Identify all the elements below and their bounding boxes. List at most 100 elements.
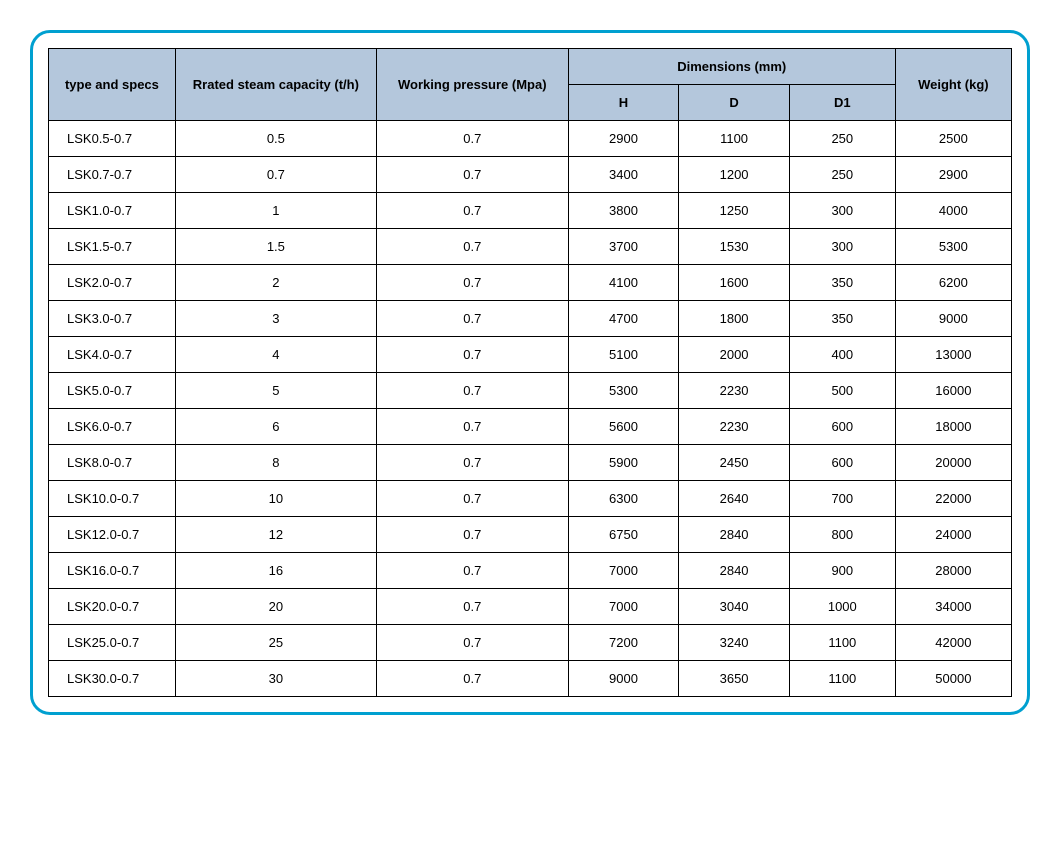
table-header: type and specs Rrated steam capacity (t/… xyxy=(49,49,1012,121)
cell-d1: 300 xyxy=(789,229,895,265)
cell-working_pressure: 0.7 xyxy=(376,517,568,553)
table-row: LSK0.7-0.70.70.7340012002502900 xyxy=(49,157,1012,193)
table-row: LSK2.0-0.720.7410016003506200 xyxy=(49,265,1012,301)
cell-working_pressure: 0.7 xyxy=(376,301,568,337)
cell-d1: 300 xyxy=(789,193,895,229)
table-body: LSK0.5-0.70.50.7290011002502500LSK0.7-0.… xyxy=(49,121,1012,697)
table-row: LSK5.0-0.750.75300223050016000 xyxy=(49,373,1012,409)
cell-weight: 5300 xyxy=(895,229,1011,265)
cell-steam_capacity: 0.5 xyxy=(175,121,376,157)
cell-steam_capacity: 10 xyxy=(175,481,376,517)
header-h: H xyxy=(568,85,679,121)
cell-weight: 18000 xyxy=(895,409,1011,445)
cell-working_pressure: 0.7 xyxy=(376,589,568,625)
cell-steam_capacity: 6 xyxy=(175,409,376,445)
cell-h: 4700 xyxy=(568,301,679,337)
cell-working_pressure: 0.7 xyxy=(376,265,568,301)
cell-d1: 600 xyxy=(789,409,895,445)
header-steam-capacity: Rrated steam capacity (t/h) xyxy=(175,49,376,121)
cell-h: 3700 xyxy=(568,229,679,265)
header-dimensions: Dimensions (mm) xyxy=(568,49,895,85)
table-row: LSK25.0-0.7250.772003240110042000 xyxy=(49,625,1012,661)
cell-d: 2840 xyxy=(679,517,790,553)
cell-steam_capacity: 1 xyxy=(175,193,376,229)
cell-weight: 2500 xyxy=(895,121,1011,157)
cell-steam_capacity: 5 xyxy=(175,373,376,409)
cell-h: 7000 xyxy=(568,553,679,589)
cell-d: 3650 xyxy=(679,661,790,697)
cell-weight: 24000 xyxy=(895,517,1011,553)
cell-d1: 900 xyxy=(789,553,895,589)
cell-working_pressure: 0.7 xyxy=(376,121,568,157)
cell-working_pressure: 0.7 xyxy=(376,193,568,229)
cell-working_pressure: 0.7 xyxy=(376,409,568,445)
cell-weight: 6200 xyxy=(895,265,1011,301)
cell-steam_capacity: 12 xyxy=(175,517,376,553)
cell-d: 1200 xyxy=(679,157,790,193)
cell-d1: 1100 xyxy=(789,625,895,661)
cell-d1: 500 xyxy=(789,373,895,409)
cell-h: 5300 xyxy=(568,373,679,409)
cell-working_pressure: 0.7 xyxy=(376,157,568,193)
cell-type_specs: LSK3.0-0.7 xyxy=(49,301,176,337)
cell-steam_capacity: 30 xyxy=(175,661,376,697)
cell-d: 2230 xyxy=(679,409,790,445)
cell-weight: 4000 xyxy=(895,193,1011,229)
cell-type_specs: LSK6.0-0.7 xyxy=(49,409,176,445)
cell-d1: 400 xyxy=(789,337,895,373)
cell-steam_capacity: 25 xyxy=(175,625,376,661)
cell-h: 7000 xyxy=(568,589,679,625)
cell-weight: 16000 xyxy=(895,373,1011,409)
cell-steam_capacity: 0.7 xyxy=(175,157,376,193)
cell-h: 5600 xyxy=(568,409,679,445)
cell-steam_capacity: 2 xyxy=(175,265,376,301)
cell-d1: 800 xyxy=(789,517,895,553)
cell-steam_capacity: 4 xyxy=(175,337,376,373)
header-row-1: type and specs Rrated steam capacity (t/… xyxy=(49,49,1012,85)
cell-type_specs: LSK30.0-0.7 xyxy=(49,661,176,697)
cell-type_specs: LSK16.0-0.7 xyxy=(49,553,176,589)
cell-steam_capacity: 20 xyxy=(175,589,376,625)
cell-weight: 50000 xyxy=(895,661,1011,697)
header-d: D xyxy=(679,85,790,121)
cell-d: 3240 xyxy=(679,625,790,661)
table-row: LSK4.0-0.740.75100200040013000 xyxy=(49,337,1012,373)
cell-d: 1250 xyxy=(679,193,790,229)
cell-d1: 350 xyxy=(789,265,895,301)
header-type-specs: type and specs xyxy=(49,49,176,121)
table-row: LSK8.0-0.780.75900245060020000 xyxy=(49,445,1012,481)
cell-working_pressure: 0.7 xyxy=(376,661,568,697)
cell-d: 2230 xyxy=(679,373,790,409)
cell-h: 5900 xyxy=(568,445,679,481)
cell-h: 6300 xyxy=(568,481,679,517)
table-container: type and specs Rrated steam capacity (t/… xyxy=(30,30,1030,715)
cell-d1: 250 xyxy=(789,121,895,157)
cell-weight: 42000 xyxy=(895,625,1011,661)
cell-weight: 22000 xyxy=(895,481,1011,517)
cell-type_specs: LSK8.0-0.7 xyxy=(49,445,176,481)
cell-d1: 600 xyxy=(789,445,895,481)
table-row: LSK0.5-0.70.50.7290011002502500 xyxy=(49,121,1012,157)
specs-table: type and specs Rrated steam capacity (t/… xyxy=(48,48,1012,697)
table-row: LSK20.0-0.7200.770003040100034000 xyxy=(49,589,1012,625)
cell-type_specs: LSK1.5-0.7 xyxy=(49,229,176,265)
cell-d: 2000 xyxy=(679,337,790,373)
table-row: LSK30.0-0.7300.790003650110050000 xyxy=(49,661,1012,697)
cell-d: 2840 xyxy=(679,553,790,589)
header-working-pressure: Working pressure (Mpa) xyxy=(376,49,568,121)
cell-weight: 28000 xyxy=(895,553,1011,589)
cell-working_pressure: 0.7 xyxy=(376,337,568,373)
table-row: LSK1.0-0.710.7380012503004000 xyxy=(49,193,1012,229)
table-row: LSK16.0-0.7160.77000284090028000 xyxy=(49,553,1012,589)
header-d1: D1 xyxy=(789,85,895,121)
cell-h: 9000 xyxy=(568,661,679,697)
cell-working_pressure: 0.7 xyxy=(376,553,568,589)
cell-h: 7200 xyxy=(568,625,679,661)
cell-type_specs: LSK20.0-0.7 xyxy=(49,589,176,625)
cell-h: 2900 xyxy=(568,121,679,157)
cell-weight: 34000 xyxy=(895,589,1011,625)
cell-d1: 700 xyxy=(789,481,895,517)
cell-weight: 20000 xyxy=(895,445,1011,481)
cell-h: 5100 xyxy=(568,337,679,373)
cell-working_pressure: 0.7 xyxy=(376,625,568,661)
